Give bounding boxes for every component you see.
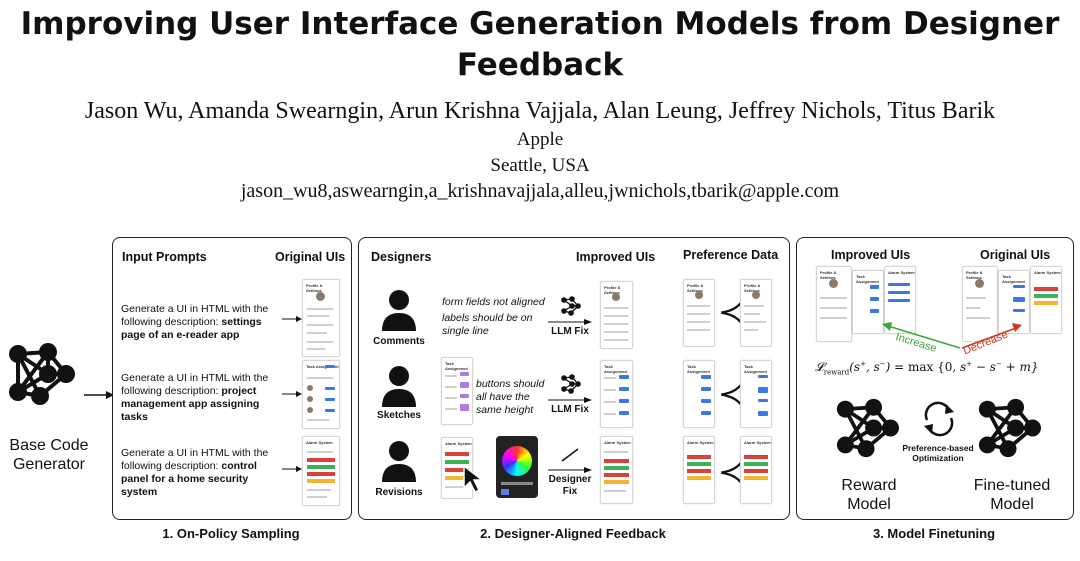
panel2-header-designers: Designers [371,250,432,264]
panel1-header-original: Original UIs [275,250,346,264]
designer-person-icon [382,441,416,482]
preference-symbol-1: ≺ [718,295,744,330]
ui-thumbnail-security: Alarm System [302,436,340,506]
increase-decrease-arrows [882,322,1022,349]
affiliation-location: Seattle, USA [490,155,590,176]
p3-improved-ui-1: Profile & Settings [816,266,852,342]
author-list: Jason Wu, Amanda Swearngin, Arun Krishna… [84,98,996,124]
prompt-3: Generate a UI in HTML with the following… [121,447,269,498]
panel1-caption: 1. On-Policy Sampling [162,526,300,541]
ui-thumbnail-settings: Profile & Settings [302,279,340,357]
p3-original-ui-1: Profile & Settings [962,266,998,342]
p3-improved-ui-2: Task Assignment [852,270,884,334]
pref-ui-original-3: Alarm System [740,436,772,504]
panel3-header-improved: Improved UIs [831,248,911,262]
reward-model-label: Reward Model [841,477,897,513]
llm-network-icon [561,374,581,394]
row-label-revisions: Revisions [375,487,423,498]
reward-formula: 𝓛reward(s+, s−) = max {0, s+ − s− + m} [815,360,1039,377]
base-generator-network-icon [9,343,75,405]
pref-ui-improved-1: Profile & Settings [683,279,715,347]
panel3-caption: 3. Model Finetuning [872,526,996,541]
finetuned-model-network-icon [978,398,1041,458]
llm-fix-label-1: LLM Fix [551,326,589,337]
prompt-2: Generate a UI in HTML with the following… [121,372,269,423]
sketch-feedback: buttons should all have the same height [476,378,545,416]
arrow-right-icon [548,319,592,325]
designer-fix-label: Designer Fix [548,474,592,497]
preference-symbol-2: ≺ [718,377,744,412]
mouse-cursor-icon [463,464,485,494]
pref-ui-original-2: Task Assignment [740,360,772,428]
affiliation-org: Apple [516,129,564,150]
arrow-right-icon [282,391,302,397]
panel2-caption: 2. Designer-Aligned Feedback [480,526,666,541]
finetuned-model-label: Fine-tuned Model [973,477,1051,513]
reward-model-network-icon [836,398,899,458]
pref-ui-improved-2: Task Assignment [683,360,715,428]
arrow-right-icon [548,397,592,403]
ui-thumbnail-project: Task Assignment [302,360,340,429]
arrow-right-icon [548,467,592,473]
comment-feedback-2: labels should be on single line [442,312,533,337]
comment-feedback-1: form fields not aligned [442,296,545,308]
author-emails: jason_wu8,aswearngin,a_krishnavajjala,al… [240,180,840,202]
row-label-comments: Comments [373,336,425,347]
panel2-header-preference: Preference Data [683,248,779,262]
p3-original-ui-2: Task Assignment [998,270,1030,334]
p3-original-ui-3: Alarm System [1030,266,1062,334]
pref-ui-improved-3: Alarm System [683,436,715,504]
sketch-thumbnail: Task Assignment [441,357,473,425]
panel1-header-prompts: Input Prompts [122,250,207,264]
arrow-right-icon [282,316,302,322]
pen-icon [561,448,579,462]
llm-fix-label-2: LLM Fix [551,404,589,415]
arrow-right-icon [282,466,302,472]
paper-title: Improving User Interface Generation Mode… [20,6,1060,83]
cycle-arrows-icon [924,401,954,437]
improved-ui-settings: Profile & Settings [600,281,633,349]
designer-person-icon [382,366,416,407]
improved-ui-project: Task Assignment [600,360,633,428]
prompt-1: Generate a UI in HTML with the following… [121,303,269,341]
color-picker-panel [496,436,538,498]
preference-symbol-3: ≺ [718,455,744,490]
pref-ui-original-1: Profile & Settings [740,279,772,347]
arrow-right-icon [84,391,114,399]
panel3-header-original: Original UIs [980,248,1051,262]
row-label-sketches: Sketches [377,410,421,421]
improved-ui-security: Alarm System [600,436,633,504]
llm-network-icon [561,296,581,316]
base-generator-label: Base Code Generator [9,437,89,473]
panel2-header-improved: Improved UIs [576,250,656,264]
optimization-label: Preference-based Optimization [902,443,974,463]
designer-person-icon [382,290,416,331]
